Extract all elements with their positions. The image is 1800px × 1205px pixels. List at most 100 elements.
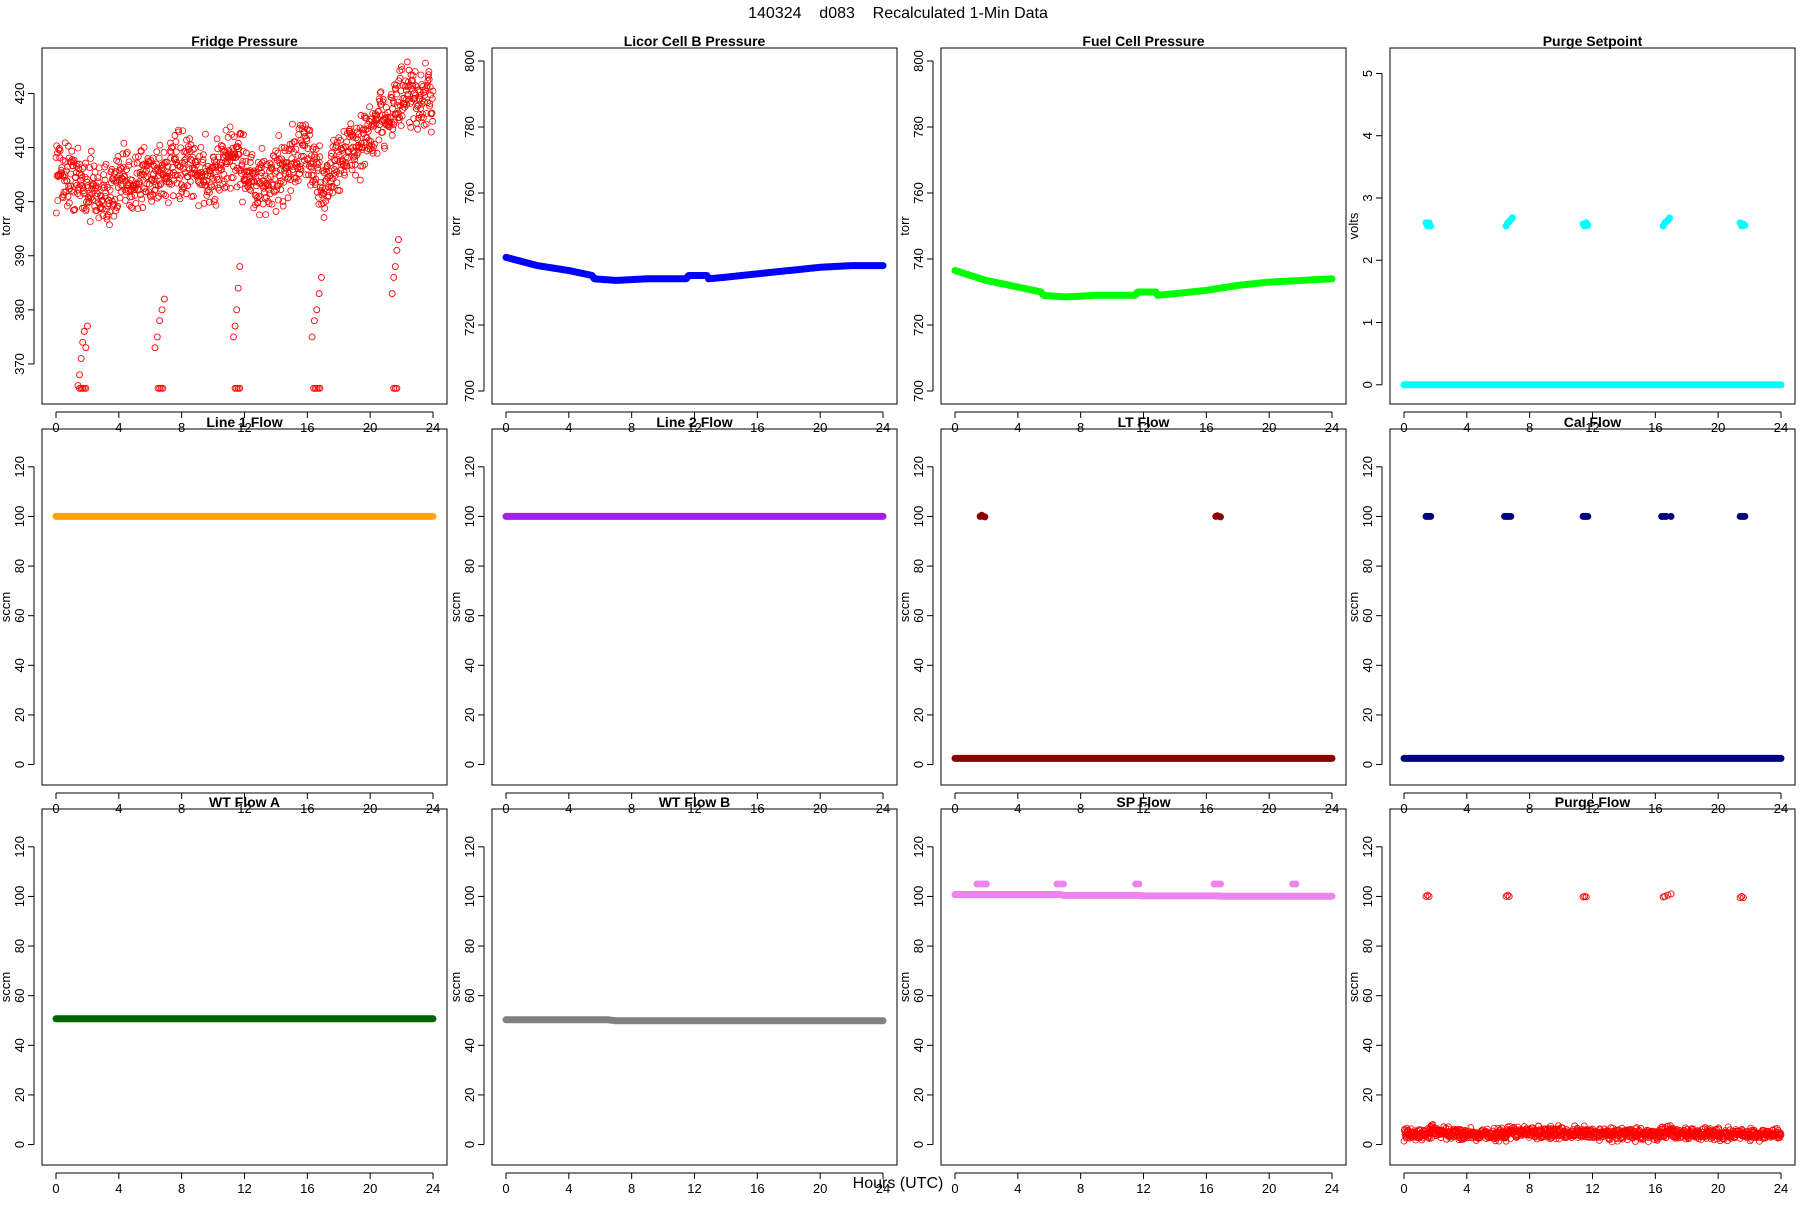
- data-point: [169, 192, 177, 200]
- y-tick-label: 40: [911, 1038, 926, 1052]
- y-tick-label: 1: [1360, 319, 1375, 326]
- x-tick-label: 0: [52, 420, 59, 435]
- panel-line-2-flow: Line 2 Flow 0 4 8 12 16 20 24 0 20 40 60 80 100 120 scc…: [448, 414, 898, 816]
- data-point: [178, 188, 186, 196]
- data-point: [307, 152, 315, 160]
- data-point: [1741, 221, 1749, 229]
- y-tick-label: 760: [911, 182, 926, 204]
- data-point: [211, 182, 219, 189]
- data-point: [134, 185, 141, 193]
- data-point: [239, 198, 246, 206]
- data-point: [348, 161, 356, 169]
- y-tick-label: 100: [911, 886, 926, 908]
- data-point: [267, 164, 274, 172]
- panel-title: WT Flow B: [659, 794, 731, 810]
- data-point: [1606, 1136, 1614, 1144]
- panel-title: WT Flow A: [209, 794, 280, 810]
- data-point: [380, 142, 388, 150]
- data-point: [388, 290, 396, 298]
- data-point: [171, 132, 179, 139]
- data-point: [405, 119, 413, 126]
- y-tick-label: 80: [12, 939, 27, 953]
- data-point: [258, 159, 266, 167]
- x-tick-label: 12: [237, 420, 251, 435]
- data-point: [329, 143, 337, 151]
- y-tick-label: 60: [1360, 988, 1375, 1002]
- data-point: [1741, 512, 1749, 520]
- data-point: [99, 212, 107, 220]
- x-tick-label: 4: [115, 420, 122, 435]
- data-point: [222, 126, 230, 134]
- y-tick-label: 60: [911, 988, 926, 1002]
- data-point: [257, 164, 265, 172]
- data-point: [212, 201, 220, 209]
- data-line: [951, 891, 1336, 900]
- data-point: [388, 119, 395, 126]
- data-point: [376, 89, 384, 97]
- y-axis-label: sccm: [448, 592, 463, 622]
- data-point: [386, 123, 393, 131]
- x-tick-label: 0: [951, 1181, 958, 1196]
- data-line: [951, 267, 1336, 301]
- data-point: [1424, 1134, 1432, 1142]
- data-point: [275, 196, 282, 204]
- y-axis: 0 20 40 60 80 100 120 sccm: [897, 836, 934, 1148]
- data-point: [415, 114, 423, 122]
- data-point: [230, 133, 238, 141]
- data-point: [310, 317, 318, 325]
- data-point: [112, 207, 120, 214]
- data-point: [398, 66, 406, 74]
- data-point: [1644, 1138, 1652, 1145]
- data-point: [390, 121, 397, 129]
- data-point: [143, 180, 151, 188]
- data-point: [1502, 892, 1510, 900]
- data-point: [250, 167, 258, 175]
- data-point: [168, 180, 176, 188]
- data-point: [83, 178, 91, 186]
- data-point: [296, 163, 304, 170]
- data-point: [289, 120, 296, 128]
- data-point: [54, 197, 62, 204]
- data-point: [313, 306, 321, 314]
- data-point: [326, 188, 333, 196]
- x-tick-label: 20: [1262, 420, 1276, 435]
- data-point: [222, 183, 230, 191]
- data-point: [66, 182, 74, 190]
- data-point: [332, 163, 340, 170]
- data-point: [192, 158, 200, 166]
- data-point: [59, 156, 67, 164]
- y-tick-label: 5: [1360, 70, 1375, 77]
- data-point: [205, 198, 213, 206]
- data-point: [390, 100, 398, 107]
- data-point: [188, 157, 196, 164]
- data-point: [52, 209, 60, 217]
- series-0: [502, 1016, 887, 1025]
- x-tick-label: 24: [1774, 420, 1788, 435]
- data-point: [172, 138, 180, 146]
- data-point: [263, 193, 270, 201]
- data-point: [121, 197, 129, 204]
- plot-frame: [940, 428, 1347, 786]
- panel-wt-flow-b: WT Flow B 0 4 8 12 16 20 24 0 20 40 60 80 100 120 sccm: [448, 794, 898, 1196]
- data-point: [266, 159, 274, 167]
- data-point: [417, 71, 425, 79]
- panel-fuel-cell-pressure: Fuel Cell Pressure 0 4 8 12 16 20 24 700 720 740 76…: [897, 33, 1347, 435]
- panel-title: Line 2 Flow: [656, 414, 732, 430]
- series-0: [52, 58, 437, 229]
- data-point: [414, 86, 422, 94]
- data-point: [82, 205, 90, 213]
- data-point: [289, 168, 297, 176]
- y-tick-label: 80: [462, 559, 477, 573]
- x-tick-label: 4: [1014, 1181, 1021, 1196]
- y-tick-label: 120: [911, 836, 926, 858]
- data-point: [409, 72, 417, 79]
- data-point: [295, 170, 303, 178]
- data-point: [132, 199, 140, 207]
- y-tick-label: 0: [12, 761, 27, 768]
- y-axis: 0 20 40 60 80 100 120 sccm: [448, 836, 485, 1148]
- data-point: [312, 178, 319, 186]
- data-point: [321, 204, 329, 212]
- data-point: [315, 200, 323, 208]
- data-point: [134, 153, 142, 160]
- data-point: [390, 273, 398, 281]
